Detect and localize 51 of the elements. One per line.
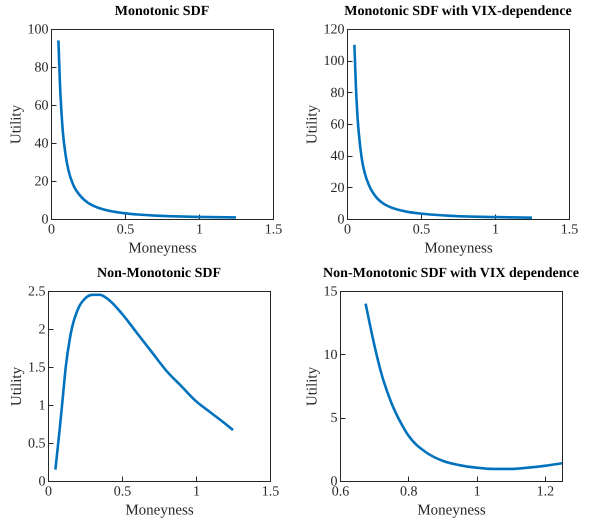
- y-tick-label: 15: [324, 284, 338, 300]
- chart-title: Monotonic SDF with VIX-dependence: [344, 4, 572, 19]
- y-tick-label: 80: [330, 86, 344, 101]
- y-axis-title: Utility: [8, 104, 24, 144]
- x-tick-label: 0.5: [116, 222, 134, 238]
- y-tick-label: 20: [34, 174, 48, 190]
- line-series: [57, 39, 238, 219]
- y-axis-title: Utility: [9, 366, 25, 406]
- y-tick-label: 0: [38, 474, 46, 490]
- x-tick-label: 1.5: [262, 484, 280, 500]
- line-series: [54, 294, 234, 471]
- x-axis-title: Moneyness: [128, 240, 197, 256]
- y-tick-label: 1.5: [28, 360, 46, 376]
- y-tick-label: 40: [330, 149, 344, 164]
- y-tick-label: 120: [324, 22, 344, 38]
- y-tick-label: 2: [38, 322, 46, 338]
- y-tick-label: 100: [324, 54, 344, 70]
- x-tick-label: 1: [474, 484, 481, 500]
- y-tick-label: 40: [34, 136, 48, 152]
- x-axis-title: Moneyness: [125, 502, 194, 518]
- y-tick-label: 20: [330, 180, 344, 196]
- x-tick-label: 1: [196, 222, 203, 238]
- y-axis-title: Utility: [304, 366, 320, 406]
- x-tick-label: 0.5: [114, 484, 132, 500]
- line-series: [364, 302, 564, 470]
- x-tick-label: 0.5: [412, 222, 430, 238]
- x-tick-label: 1: [492, 222, 499, 238]
- y-tick-label: 2.5: [28, 284, 46, 300]
- x-tick-label: 0.6: [332, 484, 350, 500]
- x-tick-label: 1.5: [264, 222, 282, 238]
- x-tick-label: 1: [193, 484, 200, 500]
- y-tick-label: 80: [34, 60, 48, 76]
- line-series: [353, 44, 534, 220]
- x-tick-label: 0.8: [400, 484, 418, 500]
- x-tick-label: 1.5: [560, 222, 578, 238]
- y-tick-label: 0: [42, 212, 48, 228]
- y-axis-title: Utility: [304, 104, 320, 144]
- y-tick-label: 10: [324, 348, 338, 363]
- y-tick-label: 1: [38, 398, 46, 414]
- y-tick-label: 0: [338, 212, 344, 228]
- x-axis-title: Moneyness: [424, 240, 493, 256]
- chart-title: Non-Monotonic SDF with VIX dependence: [323, 266, 579, 281]
- x-tick-label: 1.2: [536, 484, 554, 500]
- chart-title: Monotonic SDF: [114, 4, 210, 19]
- y-tick-label: 0.5: [28, 436, 46, 452]
- chart-title: Non-Monotonic SDF: [96, 266, 222, 281]
- y-tick-label: 100: [28, 22, 48, 38]
- y-tick-label: 60: [34, 98, 48, 114]
- y-tick-label: 60: [330, 118, 344, 132]
- y-tick-label: 5: [330, 411, 338, 426]
- x-axis-title: Moneyness: [417, 502, 486, 518]
